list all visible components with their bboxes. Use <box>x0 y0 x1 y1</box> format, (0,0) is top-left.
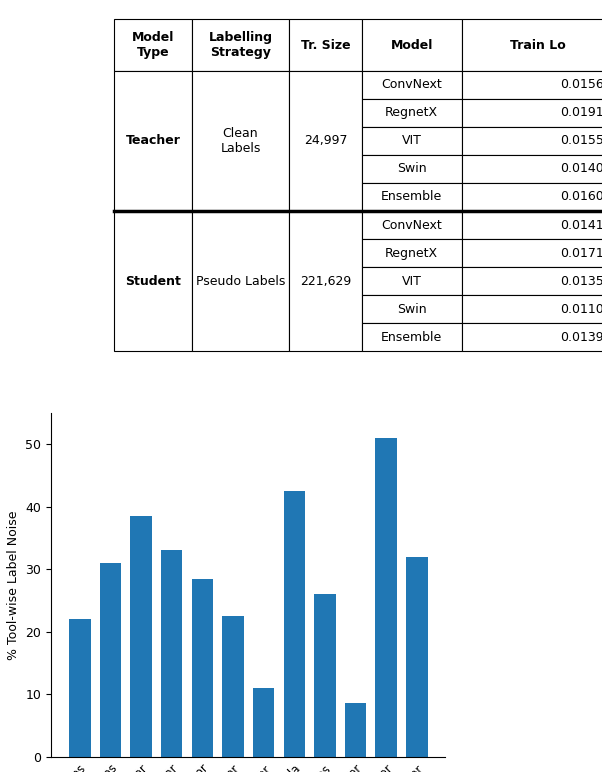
Text: 0.0135₂: 0.0135₂ <box>560 275 602 288</box>
Bar <box>69 619 90 757</box>
Bar <box>462 239 602 267</box>
Bar <box>462 19 602 71</box>
Bar <box>362 211 462 239</box>
Text: VIT: VIT <box>402 275 421 288</box>
Bar <box>362 295 462 323</box>
Text: Labelling
Strategy: Labelling Strategy <box>208 31 273 59</box>
Y-axis label: % Tool-wise Label Noise: % Tool-wise Label Noise <box>7 510 20 659</box>
Bar <box>462 99 602 127</box>
Text: Teacher: Teacher <box>126 134 181 147</box>
Text: Swin: Swin <box>397 162 426 175</box>
Bar <box>406 557 427 757</box>
Bar <box>362 155 462 183</box>
Bar <box>376 438 397 757</box>
Bar <box>192 71 289 211</box>
Bar <box>131 516 152 757</box>
Bar <box>362 267 462 295</box>
Text: Train Lo: Train Lo <box>510 39 566 52</box>
Bar <box>222 616 244 757</box>
Bar <box>114 211 192 351</box>
Text: 221,629: 221,629 <box>300 275 351 288</box>
Bar <box>114 71 192 211</box>
Text: Model: Model <box>391 39 433 52</box>
Bar <box>114 19 192 71</box>
Text: Ensemble: Ensemble <box>381 191 442 204</box>
Bar <box>289 19 362 71</box>
Bar <box>345 703 366 757</box>
Bar <box>362 323 462 351</box>
Bar <box>192 19 289 71</box>
Text: Tr. Size: Tr. Size <box>300 39 350 52</box>
Text: RegnetX: RegnetX <box>385 246 438 259</box>
Bar <box>462 71 602 99</box>
Bar <box>462 323 602 351</box>
Bar <box>362 99 462 127</box>
Bar <box>362 183 462 211</box>
Bar <box>253 688 275 757</box>
Bar <box>362 239 462 267</box>
Text: Swin: Swin <box>397 303 426 316</box>
Bar <box>462 295 602 323</box>
Bar <box>100 563 121 757</box>
Text: 0.0155₂: 0.0155₂ <box>560 134 602 147</box>
Text: 0.0171₂: 0.0171₂ <box>560 246 602 259</box>
Text: 24,997: 24,997 <box>304 134 347 147</box>
Bar <box>191 578 213 757</box>
Text: Model
Type: Model Type <box>132 31 175 59</box>
Text: RegnetX: RegnetX <box>385 107 438 120</box>
Bar <box>462 183 602 211</box>
Bar <box>161 550 182 757</box>
Bar <box>462 155 602 183</box>
Text: Pseudo Labels: Pseudo Labels <box>196 275 285 288</box>
Text: 0.0191₂: 0.0191₂ <box>560 107 602 120</box>
Bar <box>462 127 602 155</box>
Bar <box>362 71 462 99</box>
Text: ConvNext: ConvNext <box>381 218 442 232</box>
Bar <box>462 267 602 295</box>
Bar <box>362 19 462 71</box>
Bar <box>284 491 305 757</box>
Bar <box>314 594 336 757</box>
Text: 0.0160₂: 0.0160₂ <box>560 191 602 204</box>
Bar <box>289 211 362 351</box>
Text: 0.0156₂: 0.0156₂ <box>560 78 602 91</box>
Text: ConvNext: ConvNext <box>381 78 442 91</box>
Text: 0.0140₂: 0.0140₂ <box>560 162 602 175</box>
Bar <box>362 127 462 155</box>
Text: Ensemble: Ensemble <box>381 330 442 344</box>
Text: Student: Student <box>125 275 181 288</box>
Text: 0.0141₂: 0.0141₂ <box>560 218 602 232</box>
Text: VIT: VIT <box>402 134 421 147</box>
Text: Clean
Labels: Clean Labels <box>220 127 261 155</box>
Bar <box>289 71 362 211</box>
Text: 0.0139₂: 0.0139₂ <box>560 330 602 344</box>
Bar <box>462 211 602 239</box>
Bar <box>192 211 289 351</box>
Text: 0.0110₂: 0.0110₂ <box>560 303 602 316</box>
